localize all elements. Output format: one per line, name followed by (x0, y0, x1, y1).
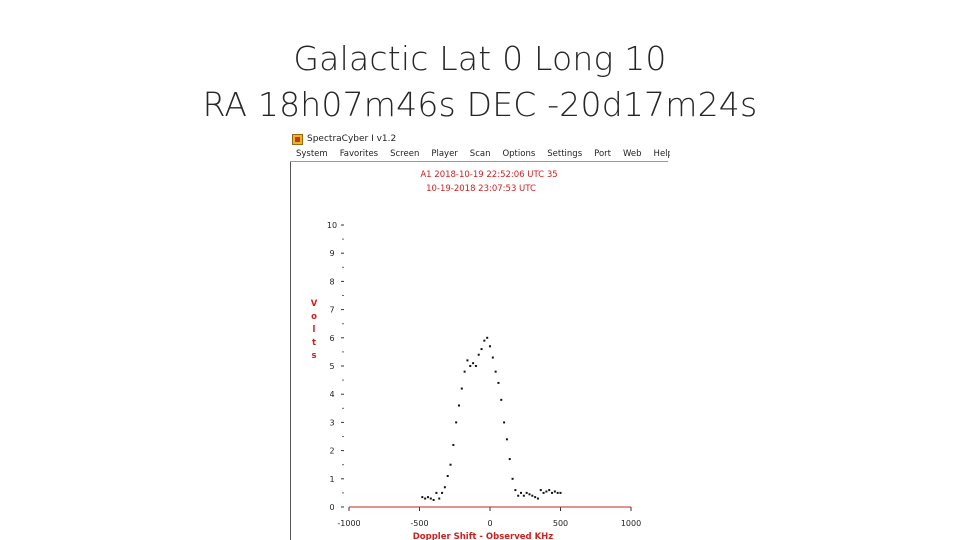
data-point (429, 497, 432, 500)
data-point (548, 489, 551, 492)
x-tick-label: 0 (487, 519, 492, 528)
data-point (463, 370, 466, 373)
data-point (443, 486, 446, 489)
data-point (522, 494, 525, 497)
y-tick-label: 2 (329, 447, 334, 456)
menu-screen[interactable]: Screen (390, 149, 420, 159)
data-point (514, 489, 517, 492)
data-point (480, 348, 483, 351)
data-point (489, 345, 491, 348)
data-point (505, 438, 508, 441)
data-point (424, 497, 427, 500)
y-tick-label: 9 (329, 249, 334, 258)
y-axis-ticks: 0 1 2 3 4 5 6 7 8 9 10 (327, 221, 344, 512)
data-point (545, 490, 548, 493)
data-point (556, 491, 559, 494)
x-tick-label: -500 (410, 519, 428, 528)
plot-area: A1 2018-10-19 22:52:06 UTC 35 10-19-2018… (290, 162, 670, 540)
slide-title-line-2: RA 18h07m46s DEC -20d17m24s (202, 85, 758, 124)
y-axis-label-letter: V (311, 299, 318, 309)
y-tick-label: 10 (327, 221, 337, 230)
x-axis-ticks: -1000 -500 0 500 1000 (337, 507, 641, 528)
data-point (511, 477, 514, 480)
slide-title: Galactic Lat 0 Long 10 RA 18h07m46s DEC … (0, 36, 960, 128)
x-axis-label: Doppler Shift - Observed KHz (413, 532, 554, 540)
y-tick-label: 1 (329, 475, 334, 484)
data-point (472, 362, 475, 365)
data-point (460, 387, 463, 390)
plot-header-line-1: A1 2018-10-19 22:52:06 UTC 35 (420, 170, 557, 180)
y-tick-label: 6 (329, 334, 334, 343)
spectrum-chart: A1 2018-10-19 22:52:06 UTC 35 10-19-2018… (311, 170, 641, 540)
data-point (449, 463, 452, 466)
window-title: SpectraCyber I v1.2 (307, 134, 397, 144)
data-point (503, 421, 506, 424)
data-point (435, 491, 438, 494)
data-points (421, 336, 562, 501)
y-tick-label: 3 (329, 418, 334, 427)
spectracyber-app-icon (292, 133, 303, 145)
y-axis-label-letter: l (313, 325, 316, 335)
spectracyber-window: SpectraCyber I v1.2 System Favorites Scr… (290, 131, 670, 540)
y-tick-label: 0 (329, 503, 334, 512)
y-axis-label-letter: t (312, 338, 316, 348)
data-point (497, 381, 500, 384)
menu-options[interactable]: Options (502, 149, 536, 159)
data-point (520, 491, 523, 494)
y-axis-label-letter: o (311, 312, 317, 322)
y-axis-label-letter: s (311, 351, 316, 361)
window-titlebar[interactable]: SpectraCyber I v1.2 (290, 131, 670, 147)
data-point (551, 491, 554, 494)
menu-favorites[interactable]: Favorites (339, 149, 379, 159)
menu-player[interactable]: Player (431, 149, 458, 159)
menu-scan[interactable]: Scan (469, 149, 491, 159)
menu-system[interactable]: System (296, 149, 328, 159)
data-point (528, 493, 531, 496)
data-point (469, 365, 472, 367)
data-point (542, 491, 545, 494)
data-point (553, 490, 556, 493)
data-point (446, 474, 449, 477)
data-point (483, 339, 486, 342)
menu-port[interactable]: Port (594, 149, 611, 159)
data-point (432, 498, 435, 501)
data-point (457, 404, 460, 407)
data-point (491, 356, 494, 359)
data-point (534, 496, 537, 499)
data-point (477, 353, 480, 356)
data-point (508, 458, 511, 461)
data-point (452, 443, 455, 446)
data-point (438, 497, 441, 500)
menu-help[interactable]: Help (653, 149, 670, 159)
data-point (466, 359, 469, 362)
data-point (539, 489, 542, 492)
plot-header-line-2: 10-19-2018 23:07:53 UTC (426, 184, 536, 194)
data-point (494, 370, 497, 373)
menu-settings[interactable]: Settings (547, 149, 583, 159)
x-tick-label: 500 (553, 519, 568, 528)
data-point (536, 497, 539, 500)
y-tick-label: 4 (329, 390, 334, 399)
data-point (421, 496, 424, 499)
x-tick-label: 1000 (621, 519, 641, 528)
data-point (441, 491, 444, 494)
data-point (455, 421, 458, 424)
data-point (559, 491, 562, 494)
data-point (525, 491, 528, 494)
y-tick-label: 5 (329, 362, 334, 371)
menu-bar: System Favorites Screen Player Scan Opti… (290, 147, 670, 162)
data-point (426, 496, 429, 499)
menu-web[interactable]: Web (623, 149, 642, 159)
data-point (500, 398, 503, 401)
y-tick-label: 8 (329, 277, 334, 286)
x-tick-label: -1000 (337, 519, 360, 528)
data-point (531, 494, 534, 497)
data-point (474, 365, 477, 367)
slide-title-line-1: Galactic Lat 0 Long 10 (293, 39, 667, 78)
data-point (486, 336, 489, 339)
y-tick-label: 7 (329, 306, 334, 315)
data-point (517, 494, 520, 497)
